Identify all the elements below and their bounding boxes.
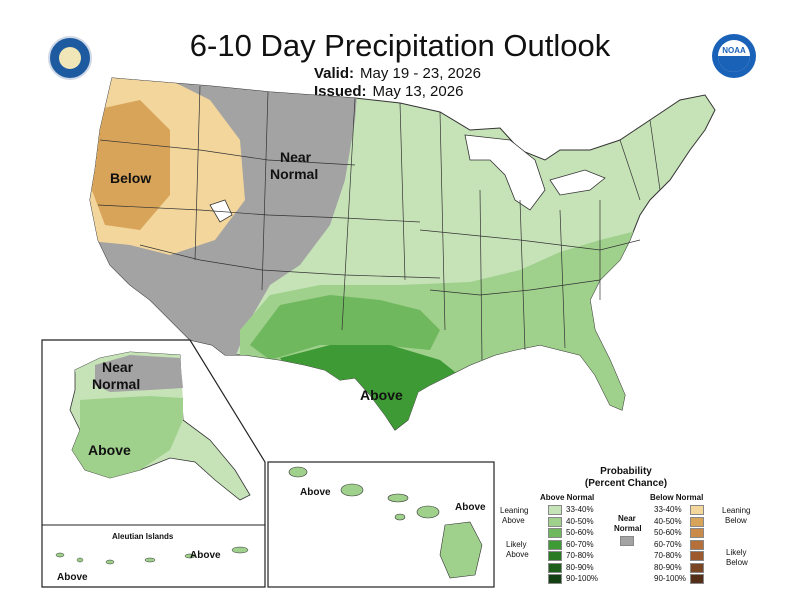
leaning-above-label-1: Leaning <box>500 506 529 515</box>
aleutian-above-label-2: Above <box>57 572 88 583</box>
above-label: Above <box>360 387 403 403</box>
aleutian-islands <box>55 546 249 565</box>
legend-above-swatch <box>548 505 562 515</box>
legend-below-swatch <box>690 528 704 538</box>
issued-value: May 13, 2026 <box>372 83 464 100</box>
issued-date: Issued: May 13, 2026 <box>314 83 463 100</box>
alaska-near-label-1: Near <box>102 359 134 375</box>
commerce-seal-icon <box>48 36 92 80</box>
legend-below-header: Below Normal <box>650 493 704 502</box>
legend-below-range-label: 50-60% <box>654 528 682 537</box>
near-normal-label-1: Near <box>280 149 312 165</box>
legend-above-range-label: 50-60% <box>566 528 594 537</box>
likely-below-label-2: Below <box>726 558 748 567</box>
below-normal-core <box>90 100 170 230</box>
legend-above-swatch <box>548 574 562 584</box>
legend-below-swatch <box>690 551 704 561</box>
great-lakes <box>464 134 546 211</box>
legend-below-range-label: 40-50% <box>654 516 682 526</box>
likely-below-label-1: Likely <box>726 548 747 557</box>
legend-above-range-label: 90-100% <box>566 574 599 583</box>
map-title: 6-10 Day Precipitation Outlook <box>189 28 611 63</box>
legend-near-label-1: Near <box>618 514 636 523</box>
legend-above-swatch <box>548 551 562 561</box>
legend-below-range-label: 80-90% <box>654 562 682 572</box>
alaska-above-label: Above <box>88 442 131 458</box>
legend-near-swatch <box>620 536 634 546</box>
aleutian-title: Aleutian Islands <box>112 532 174 541</box>
legend-above-swatch <box>548 562 562 573</box>
state-boundaries <box>97 85 661 361</box>
legend-above-range-label: 60-70% <box>566 539 594 549</box>
below-label: Below <box>110 170 151 186</box>
legend-below-range-label: 90-100% <box>654 574 687 583</box>
likely-above-label-2: Above <box>506 550 529 559</box>
noaa-logo-icon: NOAA <box>712 34 756 78</box>
legend-below-range-label: 60-70% <box>654 539 682 549</box>
alaska-near-label-2: Normal <box>92 376 140 392</box>
above-50-60-region <box>250 295 440 360</box>
near-normal-label-2: Normal <box>270 166 318 182</box>
legend-below-swatch <box>690 574 704 584</box>
valid-dates: Valid: May 19 - 23, 2026 <box>314 65 481 82</box>
legend-below-range-label: 70-80% <box>654 551 682 560</box>
legend-near-label-2: Normal <box>614 524 642 533</box>
legend-below-range-label: 33-40% <box>654 505 682 514</box>
likely-above-label-1: Likely <box>506 540 527 549</box>
legend-above-range-label: 33-40% <box>566 505 594 514</box>
legend-above-range-label: 40-50% <box>566 516 594 526</box>
hawaii-above-label-2: Above <box>455 502 486 513</box>
leaning-above-label-2: Above <box>502 516 525 525</box>
legend-above-range-label: 70-80% <box>566 551 594 560</box>
legend-above-swatch <box>548 516 562 527</box>
legend: Probability (Percent Chance) Above Norma… <box>496 462 766 592</box>
legend-above-header: Above Normal <box>540 493 595 502</box>
leaning-below-label-2: Below <box>725 516 747 525</box>
valid-label: Valid: <box>314 65 355 82</box>
leaning-below-label-1: Leaning <box>722 506 751 515</box>
aleutian-above-label-1: Above <box>190 550 221 561</box>
legend-below-swatch <box>690 539 704 550</box>
legend-title: Probability <box>600 466 652 477</box>
hawaii-islands <box>288 466 483 579</box>
valid-value: May 19 - 23, 2026 <box>360 65 481 82</box>
legend-below-swatch <box>690 516 704 527</box>
legend-below-swatch <box>690 562 704 573</box>
hawaii-above-label-1: Above <box>300 487 331 498</box>
legend-above-swatch <box>548 528 562 538</box>
legend-subtitle: (Percent Chance) <box>584 478 668 489</box>
legend-above-range-label: 80-90% <box>566 562 594 572</box>
legend-above-swatch <box>548 539 562 550</box>
legend-below-swatch <box>690 505 704 515</box>
